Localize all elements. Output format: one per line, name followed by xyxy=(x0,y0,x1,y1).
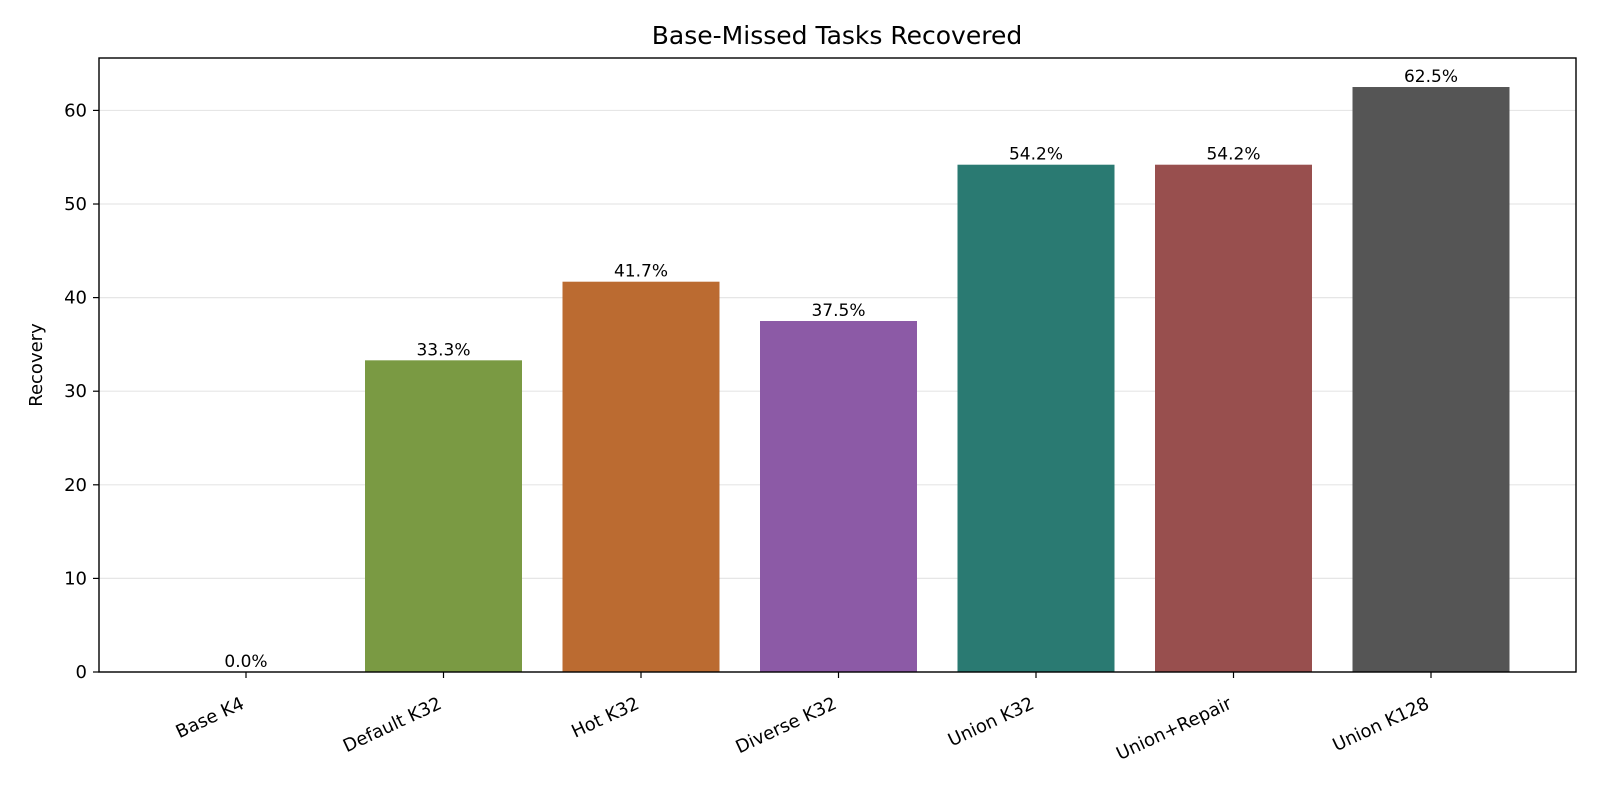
x-tick-label: Default K32 xyxy=(340,693,445,757)
plot-frame xyxy=(98,57,1577,673)
bar xyxy=(562,281,720,672)
x-tick-label: Hot K32 xyxy=(568,693,642,742)
chart-title: Base-Missed Tasks Recovered xyxy=(652,21,1022,50)
y-tick-label: 60 xyxy=(64,100,87,121)
bar xyxy=(760,321,917,672)
bar xyxy=(1352,87,1510,672)
x-tick-label: Base K4 xyxy=(173,693,248,743)
y-tick-label: 50 xyxy=(64,194,87,215)
bar-value-label: 54.2% xyxy=(1009,145,1063,165)
x-tick-label: Union+Repair xyxy=(1113,693,1235,765)
y-axis-label: Recovery xyxy=(26,323,47,407)
bar-value-label: 62.5% xyxy=(1404,67,1458,87)
bar-value-label: 33.3% xyxy=(416,340,470,360)
y-tick-label: 20 xyxy=(64,475,87,496)
x-tick-label: Union K128 xyxy=(1329,693,1432,756)
bar-value-label: 37.5% xyxy=(811,301,865,321)
y-tick-label: 30 xyxy=(64,381,87,402)
y-tick-label: 0 xyxy=(76,662,87,683)
bar-value-label: 0.0% xyxy=(224,652,267,672)
bar xyxy=(365,360,522,672)
bar-value-label: 54.2% xyxy=(1206,145,1260,165)
y-tick-label: 10 xyxy=(64,568,87,589)
x-tick-label: Diverse K32 xyxy=(732,693,840,758)
bars xyxy=(365,87,1510,672)
x-tick-label: Union K32 xyxy=(945,693,1038,751)
bar xyxy=(957,164,1115,672)
bar xyxy=(1155,164,1312,672)
x-axis: Base K4 Default K32 Hot K32 Diverse K32 Unio… xyxy=(173,672,1433,765)
y-tick-label: 40 xyxy=(64,288,87,309)
bar-value-label: 41.7% xyxy=(614,262,668,282)
y-axis: 0 10 20 30 40 50 60 xyxy=(64,100,99,683)
bar-value-labels: 0.0% 33.3% 41.7% 37.5% 54.2% 54.2% 62.5% xyxy=(224,67,1458,672)
